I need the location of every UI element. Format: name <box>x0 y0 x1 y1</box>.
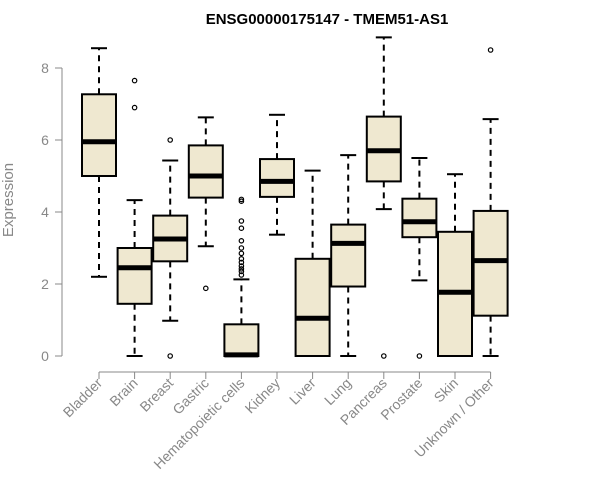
outlier-point <box>238 238 245 244</box>
outlier-point <box>238 263 245 269</box>
outlier-point <box>238 250 245 257</box>
y-tick-label: 2 <box>41 276 49 292</box>
box-gastric <box>187 116 224 292</box>
box-skin <box>437 173 473 357</box>
iqr-box <box>330 223 367 288</box>
iqr-box <box>116 247 153 305</box>
outlier-point <box>238 225 245 232</box>
box-lung <box>330 154 367 357</box>
box-kidney <box>259 113 295 236</box>
y-tick-label: 8 <box>41 60 49 76</box>
outlier-point <box>167 353 174 359</box>
boxes-group <box>81 36 509 359</box>
y-tick-label: 4 <box>41 204 49 220</box>
outlier-point <box>238 268 245 275</box>
outlier-point <box>238 266 245 272</box>
iqr-box <box>294 257 331 357</box>
iqr-box <box>259 158 295 198</box>
outlier-point <box>203 285 209 292</box>
outlier-point <box>238 255 245 262</box>
y-axis-label: Expression <box>0 163 17 237</box>
iqr-box <box>81 93 117 177</box>
box-bladder <box>81 47 117 278</box>
iqr-box <box>223 323 260 358</box>
x-tick-label: Liver <box>286 375 319 408</box>
box-hematopoietic-cells <box>223 196 260 358</box>
outlier-point <box>238 218 245 224</box>
outlier-point <box>416 353 423 359</box>
box-brain <box>116 77 153 357</box>
iqr-box <box>401 197 438 239</box>
chart-title: ENSG00000175147 - TMEM51-AS1 <box>206 11 449 28</box>
outlier-point <box>487 47 494 53</box>
outlier-point <box>238 245 245 251</box>
y-axis: 0 2 4 6 8 <box>41 60 63 364</box>
outlier-point <box>131 104 138 111</box>
outlier-point <box>238 272 245 278</box>
x-tick-label: Brain <box>106 375 140 409</box>
y-tick-label: 0 <box>41 348 49 364</box>
box-breast <box>152 137 189 359</box>
x-tick-label: Kidney <box>242 375 284 417</box>
box-pancreas <box>365 36 402 359</box>
outlier-point <box>238 198 245 205</box>
iqr-box <box>472 209 509 317</box>
y-tick-label: 6 <box>41 132 49 148</box>
outlier-point <box>167 137 174 143</box>
outlier-point <box>238 259 245 266</box>
box-prostate <box>401 157 438 359</box>
outlier-point <box>131 77 138 84</box>
iqr-box <box>187 144 224 199</box>
outlier-point <box>380 353 387 359</box>
x-tick-label: Bladder <box>60 375 106 421</box>
box-unknown-other <box>472 47 509 357</box>
outlier-point <box>238 196 245 203</box>
x-tick-label: Skin <box>431 375 462 406</box>
box-liver <box>294 169 331 357</box>
x-tick-label: Breast <box>136 375 176 415</box>
